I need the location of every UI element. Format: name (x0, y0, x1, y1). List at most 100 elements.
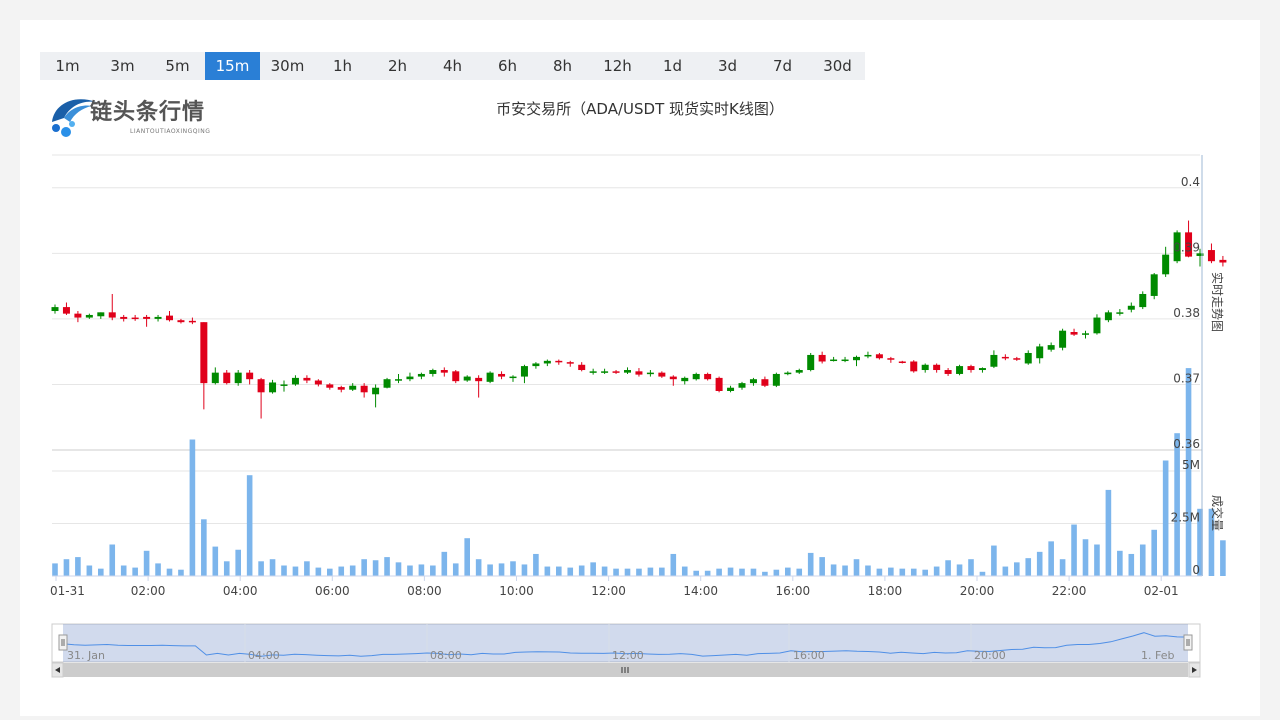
candle (1162, 246, 1170, 277)
volume-tick-label: 0 (1192, 563, 1200, 577)
volume-bar (487, 564, 493, 576)
candle (990, 350, 998, 369)
tab-7d[interactable]: 7d (772, 57, 793, 75)
candle (440, 367, 448, 377)
handle-grip[interactable] (1183, 634, 1193, 651)
volume-bar (98, 568, 104, 576)
volume-bar (1208, 508, 1215, 576)
tab-5m[interactable]: 5m (165, 57, 190, 75)
candle (749, 377, 757, 386)
volume-bar (441, 551, 448, 576)
candle (85, 313, 93, 319)
candle (601, 368, 609, 374)
x-tick-label: 22:00 (1052, 584, 1087, 598)
candle (143, 314, 151, 327)
volume-bar (670, 553, 677, 576)
tab-6h[interactable]: 6h (497, 57, 518, 75)
candle (1173, 230, 1181, 264)
tab-12h[interactable]: 12h (603, 57, 632, 75)
candle-body (944, 370, 952, 374)
candle-body (887, 358, 895, 360)
candle-body (1047, 345, 1055, 350)
candle (429, 368, 437, 377)
candle (658, 371, 666, 378)
candle-body (853, 356, 860, 361)
candle (830, 356, 838, 362)
tab-1d[interactable]: 1d (662, 57, 683, 75)
candle (269, 379, 277, 394)
volume-bar (636, 568, 642, 576)
candle (1219, 255, 1227, 267)
candle (853, 355, 860, 367)
volume-bar (338, 566, 345, 576)
range-navigator[interactable]: 31. Jan 04:00 08:00 12:00 16:00 20:00 1. Feb (51, 623, 1201, 678)
tab-3m[interactable]: 3m (110, 57, 135, 75)
candle-body (337, 387, 345, 390)
candle (566, 360, 574, 367)
volume-bar (189, 439, 196, 576)
volume-bar (1059, 559, 1066, 576)
volume-bar (727, 567, 734, 576)
navigator-left-handle[interactable] (58, 634, 68, 651)
candle-body (761, 379, 769, 386)
candle (223, 370, 231, 385)
candle-body (795, 370, 803, 373)
x-tick-label: 04:00 (223, 584, 258, 598)
candle (406, 372, 414, 382)
x-tick-label: 12:00 (591, 584, 626, 598)
candle-body (1127, 305, 1135, 310)
volume-bar (1082, 539, 1089, 576)
candle (1139, 291, 1147, 310)
candle-body (898, 361, 906, 363)
candle-body (772, 373, 780, 386)
navigator-selection[interactable] (63, 624, 1188, 662)
tab-3d[interactable]: 3d (717, 57, 738, 75)
volume-bar (853, 559, 860, 576)
candle-body (200, 322, 208, 384)
volume-bar (407, 565, 413, 576)
candle (498, 371, 506, 380)
candle-body (1070, 332, 1078, 335)
candle (246, 370, 254, 385)
tab-2h[interactable]: 2h (387, 57, 408, 75)
candle (154, 314, 162, 322)
volume-bar (1220, 540, 1226, 576)
volume-bar (968, 559, 974, 576)
candle (669, 375, 677, 386)
volume-bar (1139, 544, 1146, 576)
candle (51, 304, 59, 314)
candle-body (956, 366, 964, 374)
price-tick-label: 0.38 (1173, 306, 1200, 320)
tab-1h[interactable]: 1h (332, 57, 353, 75)
volume-bar (1162, 460, 1169, 576)
candle (1207, 243, 1215, 264)
tab-8h[interactable]: 8h (552, 57, 573, 75)
tab-1m[interactable]: 1m (55, 57, 80, 75)
handle-grip[interactable] (58, 634, 68, 651)
tab-30m[interactable]: 30m (270, 57, 305, 75)
candle (543, 359, 551, 367)
volume-bar (544, 566, 551, 576)
candle-body (360, 385, 368, 393)
candle (1013, 356, 1021, 361)
candle-body (509, 376, 517, 379)
chart-title: 币安交易所（ADA/USDT 现货实时K线图） (496, 100, 784, 118)
volume-bar (991, 545, 997, 576)
candle-body (234, 372, 242, 384)
candle (944, 368, 952, 376)
candle-body (1104, 312, 1112, 321)
tab-4h[interactable]: 4h (442, 57, 463, 75)
tab-15m[interactable]: 15m (205, 52, 260, 80)
candle-body (715, 377, 723, 391)
candle-body (1219, 259, 1227, 263)
volume-bar (349, 565, 356, 576)
navigator-frame (51, 623, 1201, 663)
volume-bar (327, 568, 333, 576)
candle (887, 356, 895, 363)
volume-bar (1151, 529, 1157, 576)
volume-bar (796, 568, 803, 576)
volume-bar (762, 571, 768, 576)
navigator-right-handle[interactable] (1183, 634, 1193, 651)
tab-30d[interactable]: 30d (823, 57, 852, 75)
